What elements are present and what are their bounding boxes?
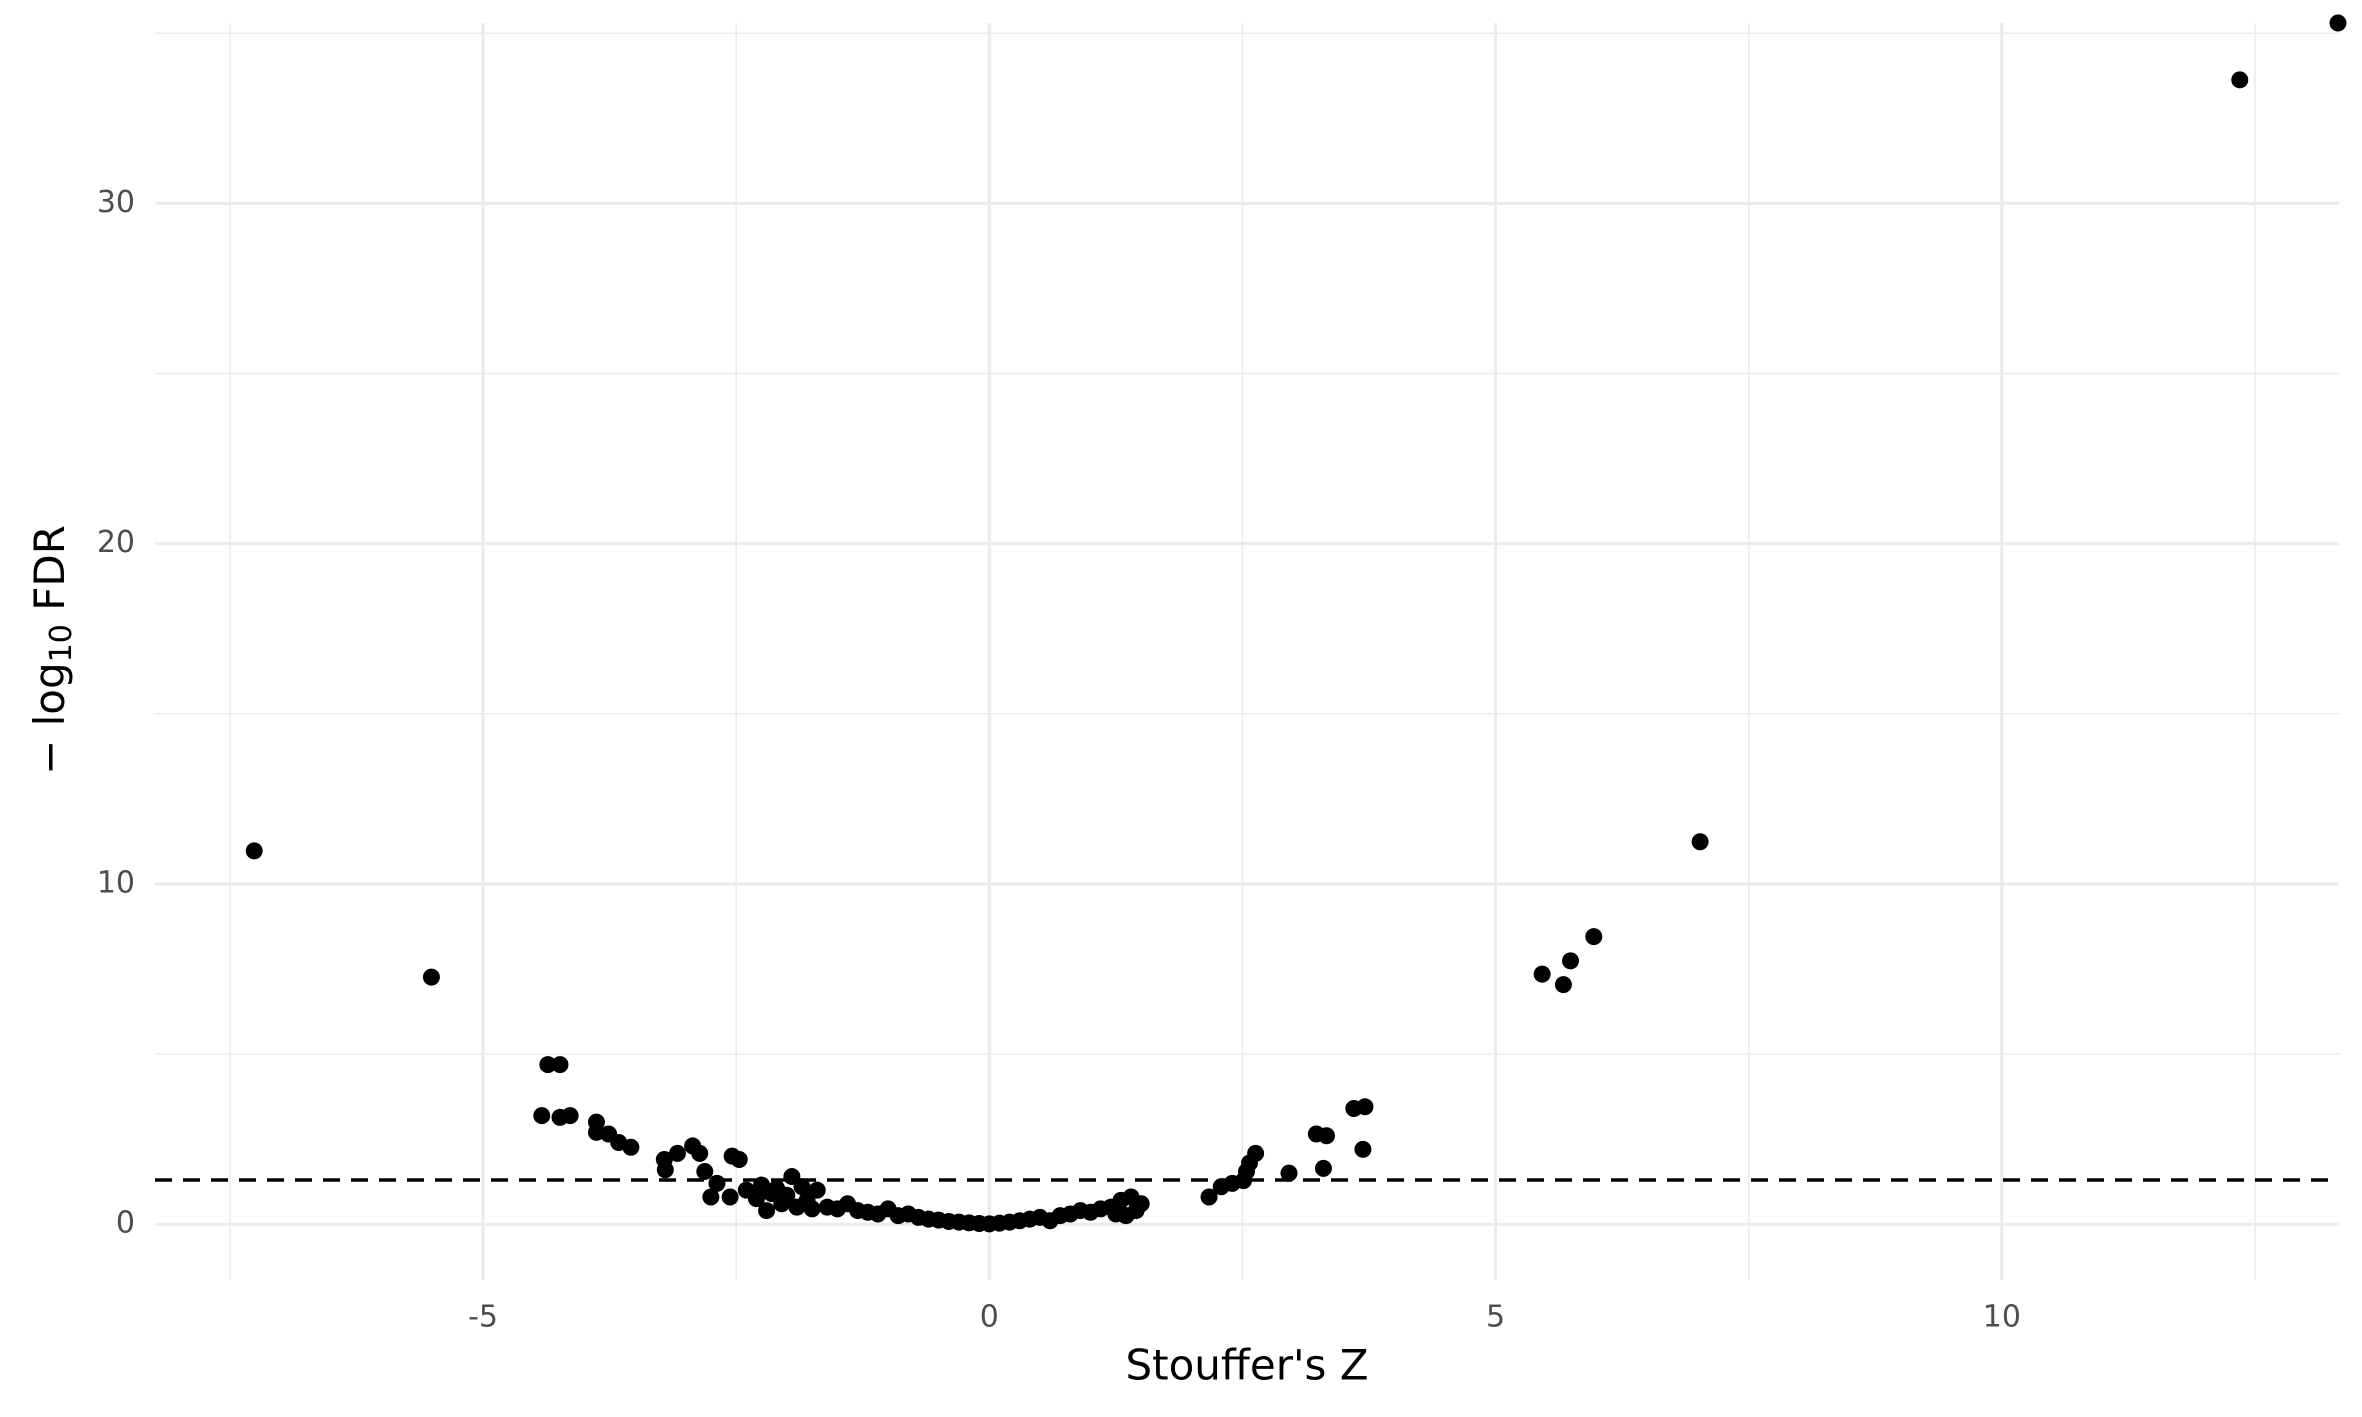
- grid: [155, 23, 2339, 1280]
- y-tick-label: 30: [97, 185, 135, 220]
- y-tick-label: 0: [116, 1206, 135, 1241]
- point: [778, 1186, 796, 1204]
- point: [622, 1138, 640, 1156]
- point: [708, 1174, 726, 1192]
- point: [1561, 952, 1579, 970]
- x-axis-title: Stouffer's Z: [1125, 1341, 1368, 1390]
- point: [668, 1144, 686, 1162]
- point: [245, 842, 263, 860]
- point: [1280, 1164, 1298, 1182]
- point: [656, 1161, 674, 1179]
- point: [793, 1178, 811, 1196]
- point: [758, 1202, 776, 1220]
- point: [533, 1107, 551, 1125]
- point: [1354, 1140, 1372, 1158]
- point: [2329, 14, 2347, 32]
- point: [696, 1162, 714, 1180]
- point: [422, 968, 440, 986]
- point: [808, 1181, 826, 1199]
- y-title-part: FDR: [25, 525, 74, 624]
- point: [1247, 1144, 1265, 1162]
- y-title-sub: 10: [44, 624, 79, 662]
- point: [2231, 71, 2249, 89]
- point: [803, 1200, 821, 1218]
- point: [551, 1056, 569, 1074]
- point: [1533, 965, 1551, 983]
- point: [539, 1056, 557, 1074]
- point: [747, 1190, 765, 1208]
- point: [1585, 928, 1603, 946]
- points: [155, 14, 2347, 1233]
- point: [561, 1107, 579, 1125]
- y-axis-title: − log10 FDR: [25, 525, 79, 775]
- x-tick-label: 5: [1486, 1300, 1505, 1335]
- point: [1132, 1195, 1150, 1213]
- x-tick-label: 10: [1983, 1300, 2021, 1335]
- point: [1554, 976, 1572, 994]
- x-tick-label: 0: [980, 1300, 999, 1335]
- point: [702, 1188, 720, 1206]
- point: [730, 1151, 748, 1169]
- point: [1200, 1188, 1218, 1206]
- y-tick-label: 10: [97, 865, 135, 900]
- point: [1314, 1159, 1332, 1177]
- x-tick-label: -5: [468, 1300, 498, 1335]
- y-tick-label: 20: [97, 525, 135, 560]
- point: [691, 1144, 709, 1162]
- y-title-part: − log: [25, 662, 74, 775]
- point: [721, 1188, 739, 1206]
- point: [1691, 833, 1709, 851]
- point: [1317, 1127, 1335, 1145]
- point: [1356, 1098, 1374, 1116]
